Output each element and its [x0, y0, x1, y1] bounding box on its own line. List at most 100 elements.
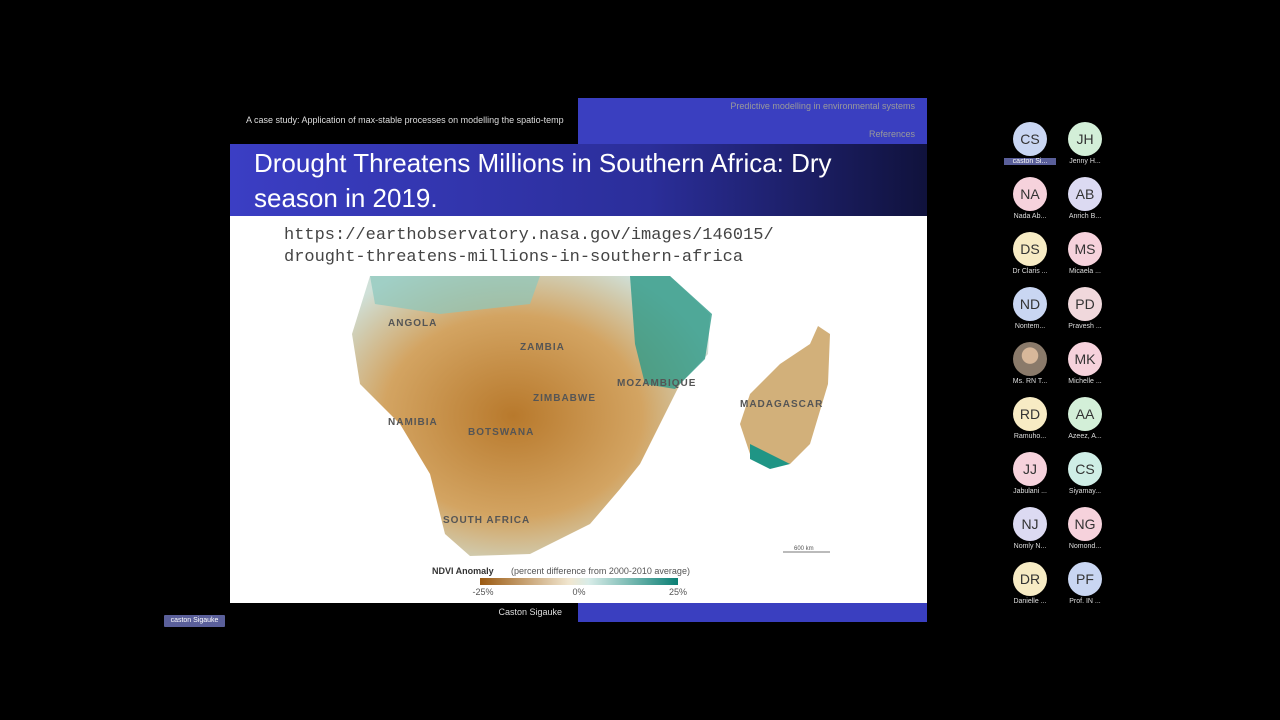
participant-tile[interactable]: AB Anrich B...: [1059, 177, 1111, 220]
avatar-initials: JH: [1076, 131, 1094, 147]
participant-name: Nada Ab...: [1013, 213, 1047, 220]
participant-tile[interactable]: CS Siyamay...: [1059, 452, 1111, 495]
participant-name: Micaela ...: [1069, 268, 1101, 275]
participant-tile[interactable]: PF Prof. IN ...: [1059, 562, 1111, 605]
legend-title: NDVI Anomaly: [432, 566, 494, 576]
map-label: MOZAMBIQUE: [617, 378, 696, 389]
participant-name: caston Si...: [1004, 158, 1056, 165]
participant-name: Dr Claris ...: [1012, 268, 1048, 275]
map-label: BOTSWANA: [468, 427, 534, 438]
scale-label: 600 km: [794, 546, 814, 552]
participant-name: Azeez, A...: [1068, 433, 1102, 440]
mainland: [352, 276, 710, 556]
participant-tile[interactable]: JJ Jabulani ...: [1004, 452, 1056, 495]
participant-tile[interactable]: JH Jenny H...: [1059, 122, 1111, 165]
participant-name: Ramuho...: [1013, 433, 1047, 440]
avatar: RD: [1013, 397, 1047, 431]
madagascar-south: [750, 444, 790, 469]
avatar-initials: JJ: [1023, 461, 1037, 477]
participant-tile[interactable]: MS Micaela ...: [1059, 232, 1111, 275]
participant-name: Siyamay...: [1068, 488, 1102, 495]
avatar-initials: PF: [1076, 571, 1094, 587]
participant-tile[interactable]: Ms. RN T...: [1004, 342, 1056, 385]
nav-section[interactable]: References: [868, 129, 915, 139]
title-bar: [230, 144, 927, 216]
avatar: AB: [1068, 177, 1102, 211]
avatar: NA: [1013, 177, 1047, 211]
avatar: NG: [1068, 507, 1102, 541]
avatar-initials: PD: [1075, 296, 1095, 312]
legend-subtitle: (percent difference from 2000-2010 avera…: [511, 566, 690, 576]
url-line: drought-threatens-millions-in-southern-a…: [284, 248, 744, 267]
legend-tick: 0%: [572, 587, 585, 597]
northwest-green: [370, 276, 540, 314]
avatar-initials: NJ: [1021, 516, 1039, 532]
avatar: ND: [1013, 287, 1047, 321]
avatar-initials: AB: [1075, 186, 1095, 202]
legend-bar: [480, 578, 678, 585]
participant-name: Nomly N...: [1013, 543, 1047, 550]
participant-name: Jenny H...: [1069, 158, 1101, 165]
avatar: PD: [1068, 287, 1102, 321]
northeast-green: [630, 276, 712, 389]
map-label: ZAMBIA: [520, 342, 565, 353]
avatar: CS: [1013, 122, 1047, 156]
participant-tile[interactable]: AA Azeez, A...: [1059, 397, 1111, 440]
participant-tile[interactable]: NA Nada Ab...: [1004, 177, 1056, 220]
map-label: NAMIBIA: [388, 417, 438, 428]
participant-name: Prof. IN ...: [1069, 598, 1101, 605]
avatar: PF: [1068, 562, 1102, 596]
participant-name: Pravesh ...: [1068, 323, 1102, 330]
url-line: https://earthobservatory.nasa.gov/images…: [284, 226, 774, 245]
map-label: SOUTH AFRICA: [443, 515, 530, 526]
avatar-initials: MS: [1074, 241, 1096, 257]
map-label: MADAGASCAR: [740, 399, 823, 410]
participant-name: Michelle ...: [1068, 378, 1102, 385]
participant-tile[interactable]: NG Nomond...: [1059, 507, 1111, 550]
avatar-initials: DS: [1020, 241, 1040, 257]
header-bar: [578, 98, 927, 144]
avatar: [1013, 342, 1047, 376]
participant-tile[interactable]: NJ Nomly N...: [1004, 507, 1056, 550]
legend-tick: -25%: [472, 587, 493, 597]
avatar: MS: [1068, 232, 1102, 266]
participant-name: Ms. RN T...: [1012, 378, 1048, 385]
avatar-initials: AA: [1075, 406, 1095, 422]
participant-tile[interactable]: PD Pravesh ...: [1059, 287, 1111, 330]
participant-tile[interactable]: MK Michelle ...: [1059, 342, 1111, 385]
legend-tick: 25%: [669, 587, 687, 597]
map-label: ANGOLA: [388, 318, 437, 329]
slide-footer: Caston Sigauke: [498, 607, 562, 617]
participant-tile[interactable]: RD Ramuho...: [1004, 397, 1056, 440]
avatar-initials: MK: [1074, 351, 1096, 367]
avatar-initials: NA: [1020, 186, 1040, 202]
avatar: MK: [1068, 342, 1102, 376]
nav-section[interactable]: A case study: Application of max-stable …: [246, 115, 564, 125]
avatar: NJ: [1013, 507, 1047, 541]
participant-tile[interactable]: DR Danielle ...: [1004, 562, 1056, 605]
avatar-initials: CS: [1075, 461, 1095, 477]
participant-name: Jabulani ...: [1013, 488, 1047, 495]
participant-name: Nontem...: [1014, 323, 1046, 330]
avatar: JH: [1068, 122, 1102, 156]
speaker-label: caston Sigauke: [164, 615, 225, 627]
avatar: CS: [1068, 452, 1102, 486]
avatar: DS: [1013, 232, 1047, 266]
participant-tile[interactable]: DS Dr Claris ...: [1004, 232, 1056, 275]
slide-title: Drought Threatens Millions in Southern A…: [254, 148, 832, 213]
avatar-initials: RD: [1019, 406, 1041, 422]
avatar-initials: CS: [1020, 131, 1040, 147]
participant-tile[interactable]: ND Nontem...: [1004, 287, 1056, 330]
participant-name: Anrich B...: [1068, 213, 1102, 220]
nav-section[interactable]: Predictive modelling in environmental sy…: [730, 101, 915, 111]
avatar-initials: NG: [1074, 516, 1096, 532]
madagascar: [740, 326, 830, 464]
participant-tile[interactable]: CS caston Si...: [1004, 122, 1056, 165]
avatar-initials: DR: [1019, 571, 1041, 587]
participant-name: Danielle ...: [1013, 598, 1047, 605]
avatar: JJ: [1013, 452, 1047, 486]
avatar: AA: [1068, 397, 1102, 431]
footer-bar: [578, 603, 927, 622]
